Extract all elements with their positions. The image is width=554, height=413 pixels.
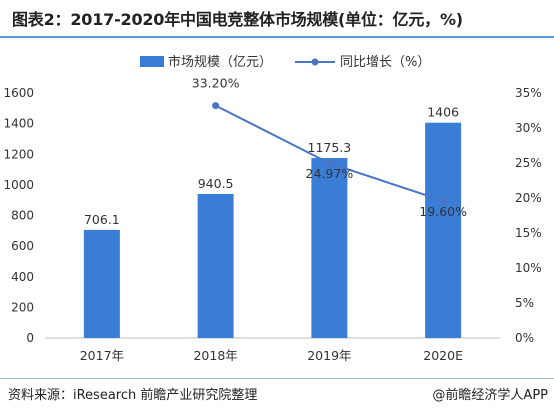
bar-value-label: 706.1 bbox=[84, 212, 120, 227]
growth-point bbox=[325, 159, 333, 167]
y-left-tick-label: 0 bbox=[26, 331, 34, 345]
legend-bar-label: 市场规模（亿元） bbox=[168, 54, 272, 70]
y-left-tick-label: 1600 bbox=[3, 86, 34, 100]
x-tick-label: 2018年 bbox=[193, 348, 237, 363]
source-note: 资料来源：iResearch 前瞻产业研究院整理 bbox=[8, 388, 258, 403]
y-right-tick-label: 5% bbox=[515, 296, 534, 310]
bar-value-label: 940.5 bbox=[198, 176, 234, 191]
growth-value-label: 33.20% bbox=[192, 76, 240, 91]
growth-point bbox=[439, 197, 447, 205]
y-right-tick-label: 35% bbox=[515, 86, 542, 100]
y-left-tick-label: 800 bbox=[11, 209, 34, 223]
title-divider bbox=[0, 36, 554, 38]
y-right-tick-label: 15% bbox=[515, 226, 542, 240]
y-left-tick-label: 600 bbox=[11, 239, 34, 253]
credit-note: @前瞻经济学人APP bbox=[432, 388, 548, 403]
growth-value-label: 24.97% bbox=[306, 166, 354, 181]
growth-point bbox=[212, 102, 220, 110]
y-left-tick-label: 1000 bbox=[3, 178, 34, 192]
legend-line-marker bbox=[311, 58, 319, 66]
y-left-tick-label: 1200 bbox=[3, 147, 34, 161]
x-tick-label: 2019年 bbox=[307, 348, 351, 363]
x-tick-label: 2017年 bbox=[80, 348, 124, 363]
bar-value-label: 1175.3 bbox=[308, 140, 352, 155]
y-right-tick-label: 25% bbox=[515, 156, 542, 170]
y-left-tick-label: 200 bbox=[11, 300, 34, 314]
bar-2018年 bbox=[197, 193, 234, 338]
legend-bar-swatch bbox=[140, 56, 164, 67]
y-right-tick-label: 10% bbox=[515, 261, 542, 275]
y-left-tick-label: 1400 bbox=[3, 117, 34, 131]
bar-2019年 bbox=[311, 158, 348, 338]
y-right-tick-label: 30% bbox=[515, 121, 542, 135]
footer-divider bbox=[0, 378, 554, 379]
y-right-tick-label: 0% bbox=[515, 331, 534, 345]
bar-2017年 bbox=[83, 229, 120, 338]
bar-2020E bbox=[425, 122, 462, 338]
bar-value-label: 1406 bbox=[427, 105, 459, 120]
y-left-tick-label: 400 bbox=[11, 270, 34, 284]
chart-title: 图表2：2017-2020年中国电竞整体市场规模(单位：亿元，%) bbox=[12, 10, 463, 29]
legend-line-label: 同比增长（%） bbox=[340, 55, 430, 70]
growth-value-label: 19.60% bbox=[419, 204, 467, 219]
y-right-tick-label: 20% bbox=[515, 191, 542, 205]
x-tick-label: 2020E bbox=[423, 348, 463, 363]
